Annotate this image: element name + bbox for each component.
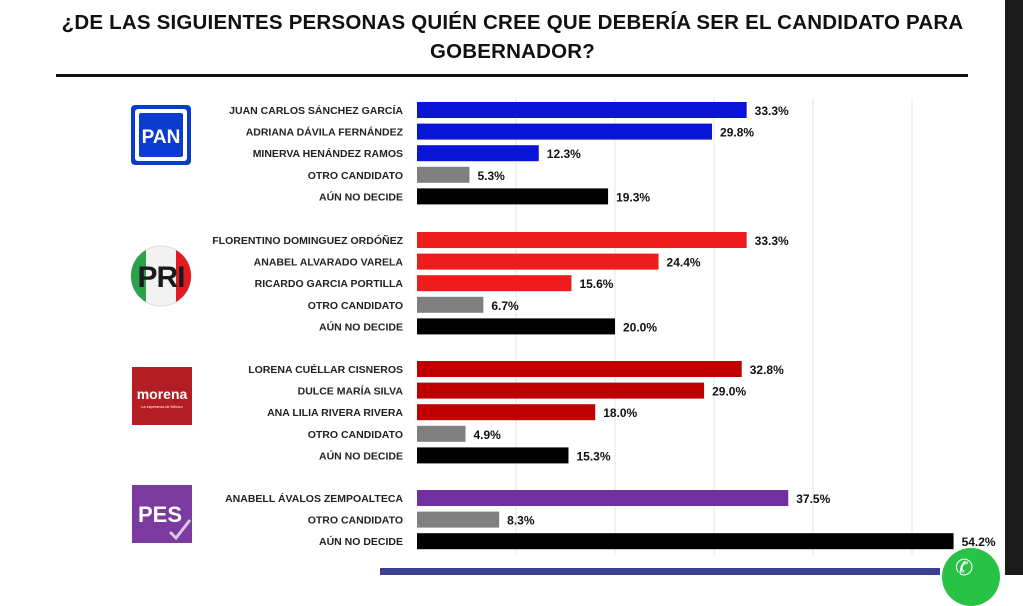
pri-logo: PRI <box>130 245 192 307</box>
category-label: MINERVA HENÁNDEZ RAMOS <box>253 147 403 160</box>
bar <box>417 275 572 292</box>
bar <box>417 404 596 421</box>
value-label: 15.3% <box>576 449 610 463</box>
pan-logo-text: PAN <box>142 127 181 148</box>
category-label: ADRIANA DÁVILA FERNÁNDEZ <box>246 126 404 139</box>
value-label: 6.7% <box>491 299 519 313</box>
bar <box>417 145 539 162</box>
bottom-strip <box>380 568 940 575</box>
value-label: 19.3% <box>616 190 650 204</box>
bar <box>417 102 747 118</box>
category-label: ANABELL ÁVALOS ZEMPOALTECA <box>225 492 403 505</box>
category-label: ANABEL ALVARADO VARELA <box>254 257 404 269</box>
pes-logo-text: PES <box>138 502 182 527</box>
category-label: AÚN NO DECIDE <box>319 320 403 333</box>
category-label: AÚN NO DECIDE <box>319 190 403 203</box>
category-label: LORENA CUÉLLAR CISNEROS <box>248 363 403 376</box>
category-label: OTRO CANDIDATO <box>308 429 403 441</box>
bar <box>417 188 609 205</box>
bar <box>417 166 470 183</box>
title-line-2: GOBERNADOR? <box>429 40 596 63</box>
morena-logo-text: morena <box>137 386 188 402</box>
phone-icon: ✆ <box>955 556 974 581</box>
morena-logo-slogan: La esperanza de México <box>141 405 182 409</box>
category-label: JUAN CARLOS SÁNCHEZ GARCÍA <box>229 104 403 117</box>
morena-logo: morena La esperanza de México <box>132 367 192 425</box>
bar <box>417 382 705 399</box>
bar-chart: JUAN CARLOS SÁNCHEZ GARCÍA 33.3% ADRIANA D… <box>130 98 996 555</box>
category-label: AÚN NO DECIDE <box>319 535 403 548</box>
value-label: 18.0% <box>603 406 637 420</box>
value-label: 24.4% <box>667 256 701 270</box>
bar <box>417 318 615 335</box>
bar <box>417 296 484 313</box>
value-label: 15.6% <box>579 277 613 291</box>
bar <box>417 447 569 464</box>
bar <box>417 123 713 140</box>
pes-check-icon <box>168 519 192 541</box>
value-label: 33.3% <box>755 234 789 248</box>
bar <box>417 425 466 442</box>
bar <box>417 490 789 506</box>
bar <box>417 533 954 550</box>
value-label: 32.8% <box>750 363 784 377</box>
pan-logo: PAN <box>131 105 191 165</box>
value-label: 20.0% <box>623 320 657 334</box>
category-label: OTRO CANDIDATO <box>308 300 403 312</box>
value-label: 12.3% <box>547 147 581 161</box>
value-label: 54.2% <box>962 535 996 549</box>
value-label: 29.0% <box>712 385 746 399</box>
bar <box>417 253 659 270</box>
chart-title: ¿DE LAS SIGUIENTES PERSONAS QUIÉN CREE Q… <box>60 8 965 66</box>
bar <box>417 361 742 377</box>
category-label: OTRO CANDIDATO <box>308 170 403 182</box>
category-label: FLORENTINO DOMINGUEZ ORDÓÑEZ <box>212 234 403 247</box>
value-label: 4.9% <box>474 428 502 442</box>
bar <box>417 511 500 528</box>
title-divider <box>56 74 968 77</box>
title-line-1: ¿DE LAS SIGUIENTES PERSONAS QUIÉN CREE Q… <box>61 11 964 34</box>
category-label: RICARDO GARCIA PORTILLA <box>255 278 404 290</box>
value-label: 37.5% <box>796 492 830 506</box>
screen-edge <box>1005 0 1023 575</box>
category-label: AÚN NO DECIDE <box>319 449 403 462</box>
pes-logo: PES <box>132 485 192 543</box>
value-label: 29.8% <box>720 126 754 140</box>
value-label: 8.3% <box>507 514 535 528</box>
value-label: 33.3% <box>755 104 789 118</box>
bars: JUAN CARLOS SÁNCHEZ GARCÍA 33.3% ADRIANA D… <box>212 102 996 550</box>
bar <box>417 232 747 248</box>
category-label: OTRO CANDIDATO <box>308 515 403 527</box>
value-label: 5.3% <box>477 169 505 183</box>
category-label: ANA LILIA RIVERA RIVERA <box>267 407 403 419</box>
category-label: DULCE MARÍA SILVA <box>298 385 404 398</box>
pri-logo-text: PRI <box>137 261 184 294</box>
